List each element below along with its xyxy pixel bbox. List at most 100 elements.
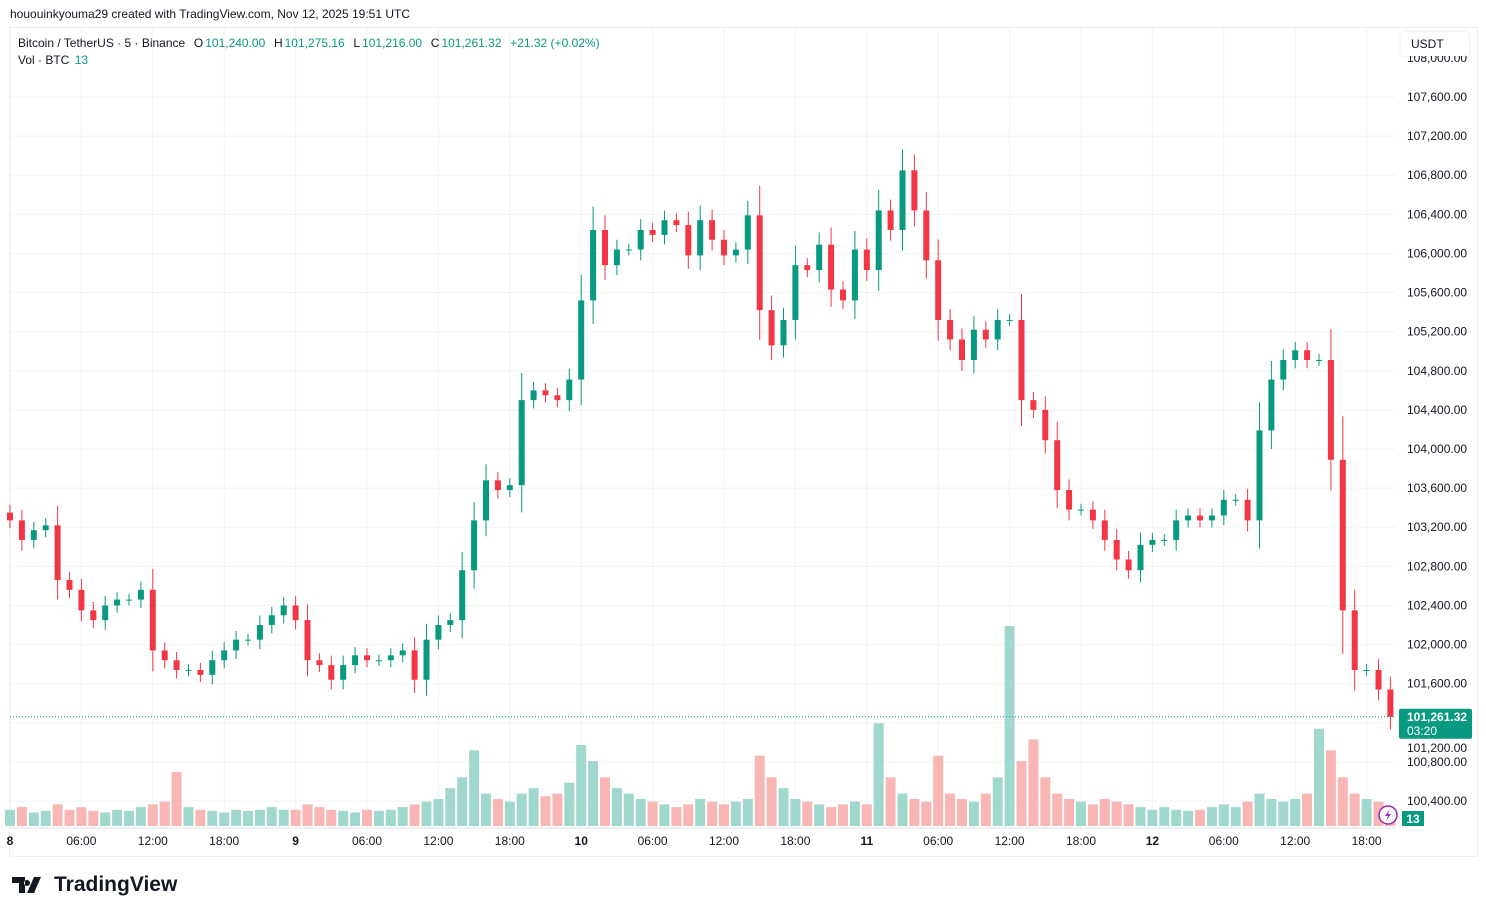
candle-body [697, 220, 704, 256]
candle-body [197, 669, 204, 675]
candle-body [935, 260, 942, 320]
volume-bar [980, 793, 991, 826]
tradingview-logo[interactable]: TradingView [12, 873, 177, 897]
volume-bar [254, 809, 265, 826]
lightning-icon[interactable] [1378, 805, 1398, 825]
volume-bar [1159, 807, 1170, 826]
volume-bar [1004, 626, 1015, 826]
close-value: 101,261.32 [441, 36, 502, 50]
candle-body [566, 379, 573, 401]
candle-body [1292, 350, 1299, 361]
candle-body [1244, 499, 1251, 521]
candle-body [292, 605, 299, 621]
y-tick-label: 100,800.00 [1407, 755, 1467, 769]
candle-body [387, 655, 394, 661]
volume-bar [88, 810, 99, 826]
x-tick-label: 12:00 [709, 834, 739, 848]
candle-body [721, 239, 727, 256]
volume-bar [778, 788, 789, 826]
candle-body [637, 229, 644, 250]
candle-body [1387, 689, 1394, 717]
x-tick-label: 10 [575, 834, 589, 848]
candle-body [1268, 379, 1275, 431]
candle-body [816, 244, 823, 271]
volume-bar [921, 801, 932, 826]
candle-body [673, 220, 680, 226]
volume-bar [219, 812, 230, 826]
candle-body [245, 639, 251, 641]
volume-bar [1206, 807, 1217, 826]
x-tick-label: 12:00 [138, 834, 168, 848]
candle-body [947, 319, 954, 340]
volume-bar [552, 793, 563, 826]
volume-bar [588, 761, 599, 826]
volume-bar [719, 804, 729, 826]
volume-bar [671, 807, 682, 826]
candle-body [209, 660, 216, 675]
candle-body [137, 589, 144, 600]
x-tick-label: 06:00 [638, 834, 668, 848]
volume-bar [1016, 761, 1027, 826]
candle-body [7, 512, 13, 521]
volume-bar [730, 801, 741, 826]
volume-bar [64, 809, 75, 826]
x-tick-label: 06:00 [66, 834, 96, 848]
candle-body [542, 390, 549, 396]
volume-bar [421, 801, 432, 826]
volume-bar [1349, 793, 1360, 826]
candle-body [375, 660, 382, 662]
candle-body [459, 570, 466, 621]
volume-bar [790, 798, 801, 826]
volume-bar [933, 755, 944, 826]
candle-body [54, 525, 61, 581]
x-tick-label: 06:00 [352, 834, 382, 848]
y-tick-label: 102,000.00 [1407, 638, 1467, 652]
volume-bar [623, 793, 634, 826]
volume-badge-label: 13 [1406, 812, 1420, 826]
candle-body [1208, 515, 1215, 521]
candle-body [233, 639, 240, 651]
symbol-label[interactable]: Bitcoin / TetherUS · 5 · Binance [18, 36, 186, 50]
volume-bar [16, 807, 27, 826]
candle-body [66, 580, 73, 590]
volume-bar [290, 809, 301, 826]
volume-label[interactable]: Vol · BTC [18, 53, 70, 67]
candle-body [613, 249, 620, 266]
x-tick-label: 8 [7, 834, 14, 848]
candle-body [1339, 459, 1346, 611]
candle-body [792, 265, 799, 320]
volume-bar [159, 801, 170, 826]
countdown-label: 03:20 [1407, 724, 1437, 738]
x-tick-label: 06:00 [1209, 834, 1239, 848]
volume-bar [838, 804, 848, 826]
candle-body [268, 615, 275, 626]
candle-body [1161, 539, 1168, 541]
volume-bar [945, 793, 956, 826]
volume-bar [1230, 807, 1241, 826]
y-tick-label: 103,600.00 [1407, 481, 1467, 495]
volume-bar [457, 777, 468, 826]
candle-body [102, 605, 109, 621]
currency-button[interactable]: USDT [1401, 32, 1469, 56]
volume-bar [124, 810, 134, 826]
volume-bar [112, 809, 123, 826]
candle-body [364, 655, 370, 661]
volume-bar [1278, 801, 1289, 826]
y-tick-label: 106,800.00 [1407, 168, 1467, 182]
volume-bar [100, 812, 111, 826]
volume-bar [385, 809, 396, 826]
candle-body [1220, 499, 1227, 516]
volume-bar [885, 777, 896, 826]
candle-body [709, 220, 716, 240]
candle-body [887, 210, 894, 230]
volume-bars [5, 626, 1396, 826]
volume-bar [1337, 777, 1348, 826]
y-tick-label: 103,200.00 [1407, 520, 1467, 534]
volume-bar [576, 744, 587, 826]
candle-body [423, 639, 430, 680]
volume-bar [1123, 804, 1134, 826]
volume-bar [171, 771, 182, 826]
y-tick-label: 106,000.00 [1407, 246, 1467, 260]
chart-credit: hououinkyouma29 created with TradingView… [10, 7, 411, 21]
